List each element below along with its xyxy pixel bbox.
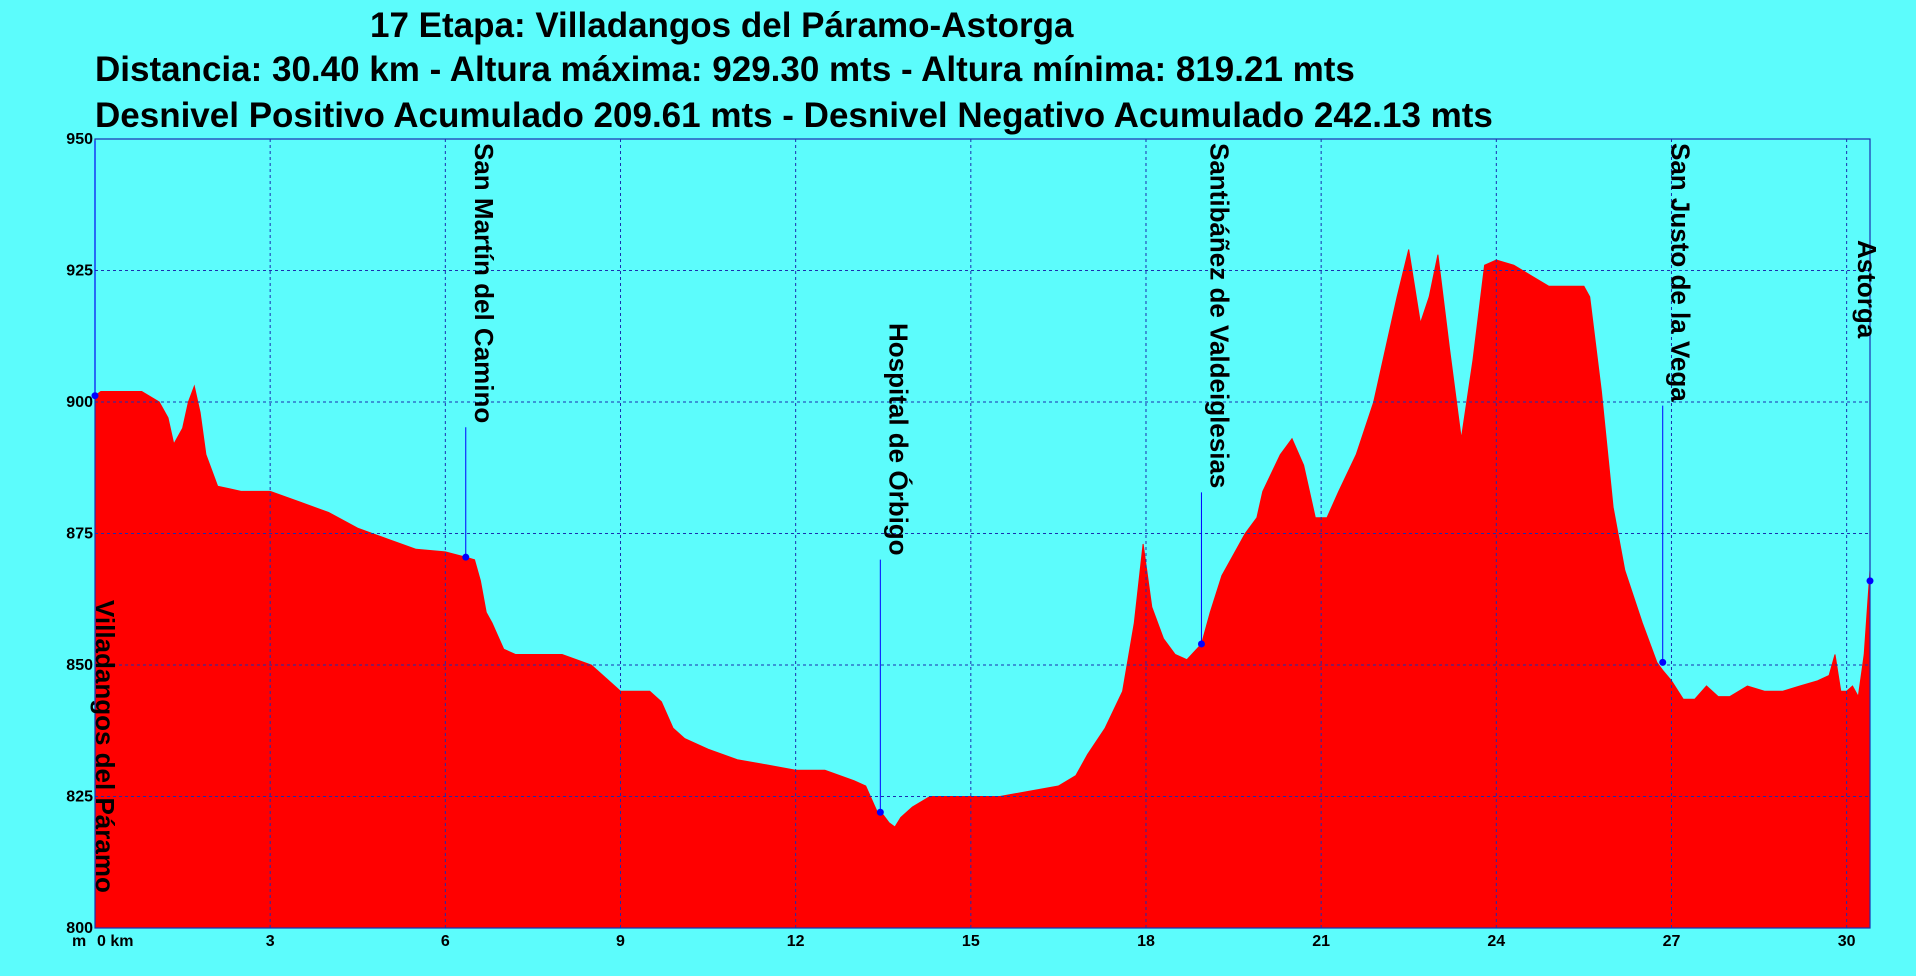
y-tick-label: 800	[66, 920, 93, 937]
x-tick-label: 24	[1487, 933, 1505, 950]
tick-layer: 800 825 850 875 900 925 950 m 0 km 3 6 9 12 15 18 21 24 2…	[66, 131, 1855, 950]
chart-subtitle-elevation: Desnivel Positivo Acumulado 209.61 mts -…	[95, 96, 1493, 135]
waypoint-marker	[1197, 640, 1205, 648]
waypoint-marker	[91, 392, 99, 400]
x-tick-label: 18	[1137, 933, 1155, 950]
x-tick-label: 0 km	[97, 933, 133, 950]
waypoint-label: San Martín del Camino	[469, 143, 499, 423]
plot-frame	[94, 138, 1871, 929]
elevation-area	[94, 249, 1871, 929]
y-tick-label: 900	[66, 394, 93, 411]
chart-title: 17 Etapa: Villadangos del Páramo-Astorga	[370, 6, 1074, 45]
waypoint-label: Santibáñez de Valdeiglesias	[1204, 143, 1234, 488]
x-tick-label: 21	[1312, 933, 1330, 950]
y-tick-label: 875	[66, 526, 93, 543]
x-tick-label: 30	[1838, 933, 1856, 950]
x-tick-label: 9	[616, 933, 625, 950]
waypoint-marker	[462, 553, 470, 561]
waypoint-label: Astorga	[1852, 240, 1882, 339]
y-tick-label: 850	[66, 657, 93, 674]
y-tick-label: 825	[66, 789, 93, 806]
grid-layer	[95, 139, 1870, 928]
waypoint-label: Villadangos del Páramo	[90, 600, 120, 893]
waypoint-label: Hospital de Órbigo	[883, 323, 913, 556]
waypoint-label: San Justo de la Vega	[1666, 143, 1696, 402]
area-layer	[94, 249, 1871, 929]
y-unit-label: m	[72, 933, 86, 950]
waypoint-marker	[1866, 577, 1874, 585]
x-tick-label: 6	[441, 933, 450, 950]
waypoint-marker	[876, 808, 884, 816]
waypoint-marker	[1659, 658, 1667, 666]
waypoint-layer: Villadangos del Páramo San Martín del Cam…	[90, 141, 1882, 893]
y-tick-label: 925	[66, 263, 93, 280]
x-tick-label: 15	[962, 933, 980, 950]
chart-subtitle-distance: Distancia: 30.40 km - Altura máxima: 929…	[95, 50, 1355, 89]
frame-layer	[94, 138, 1871, 929]
x-tick-label: 27	[1663, 933, 1681, 950]
x-tick-label: 3	[266, 933, 275, 950]
y-tick-label: 950	[66, 131, 93, 148]
x-tick-label: 12	[787, 933, 805, 950]
